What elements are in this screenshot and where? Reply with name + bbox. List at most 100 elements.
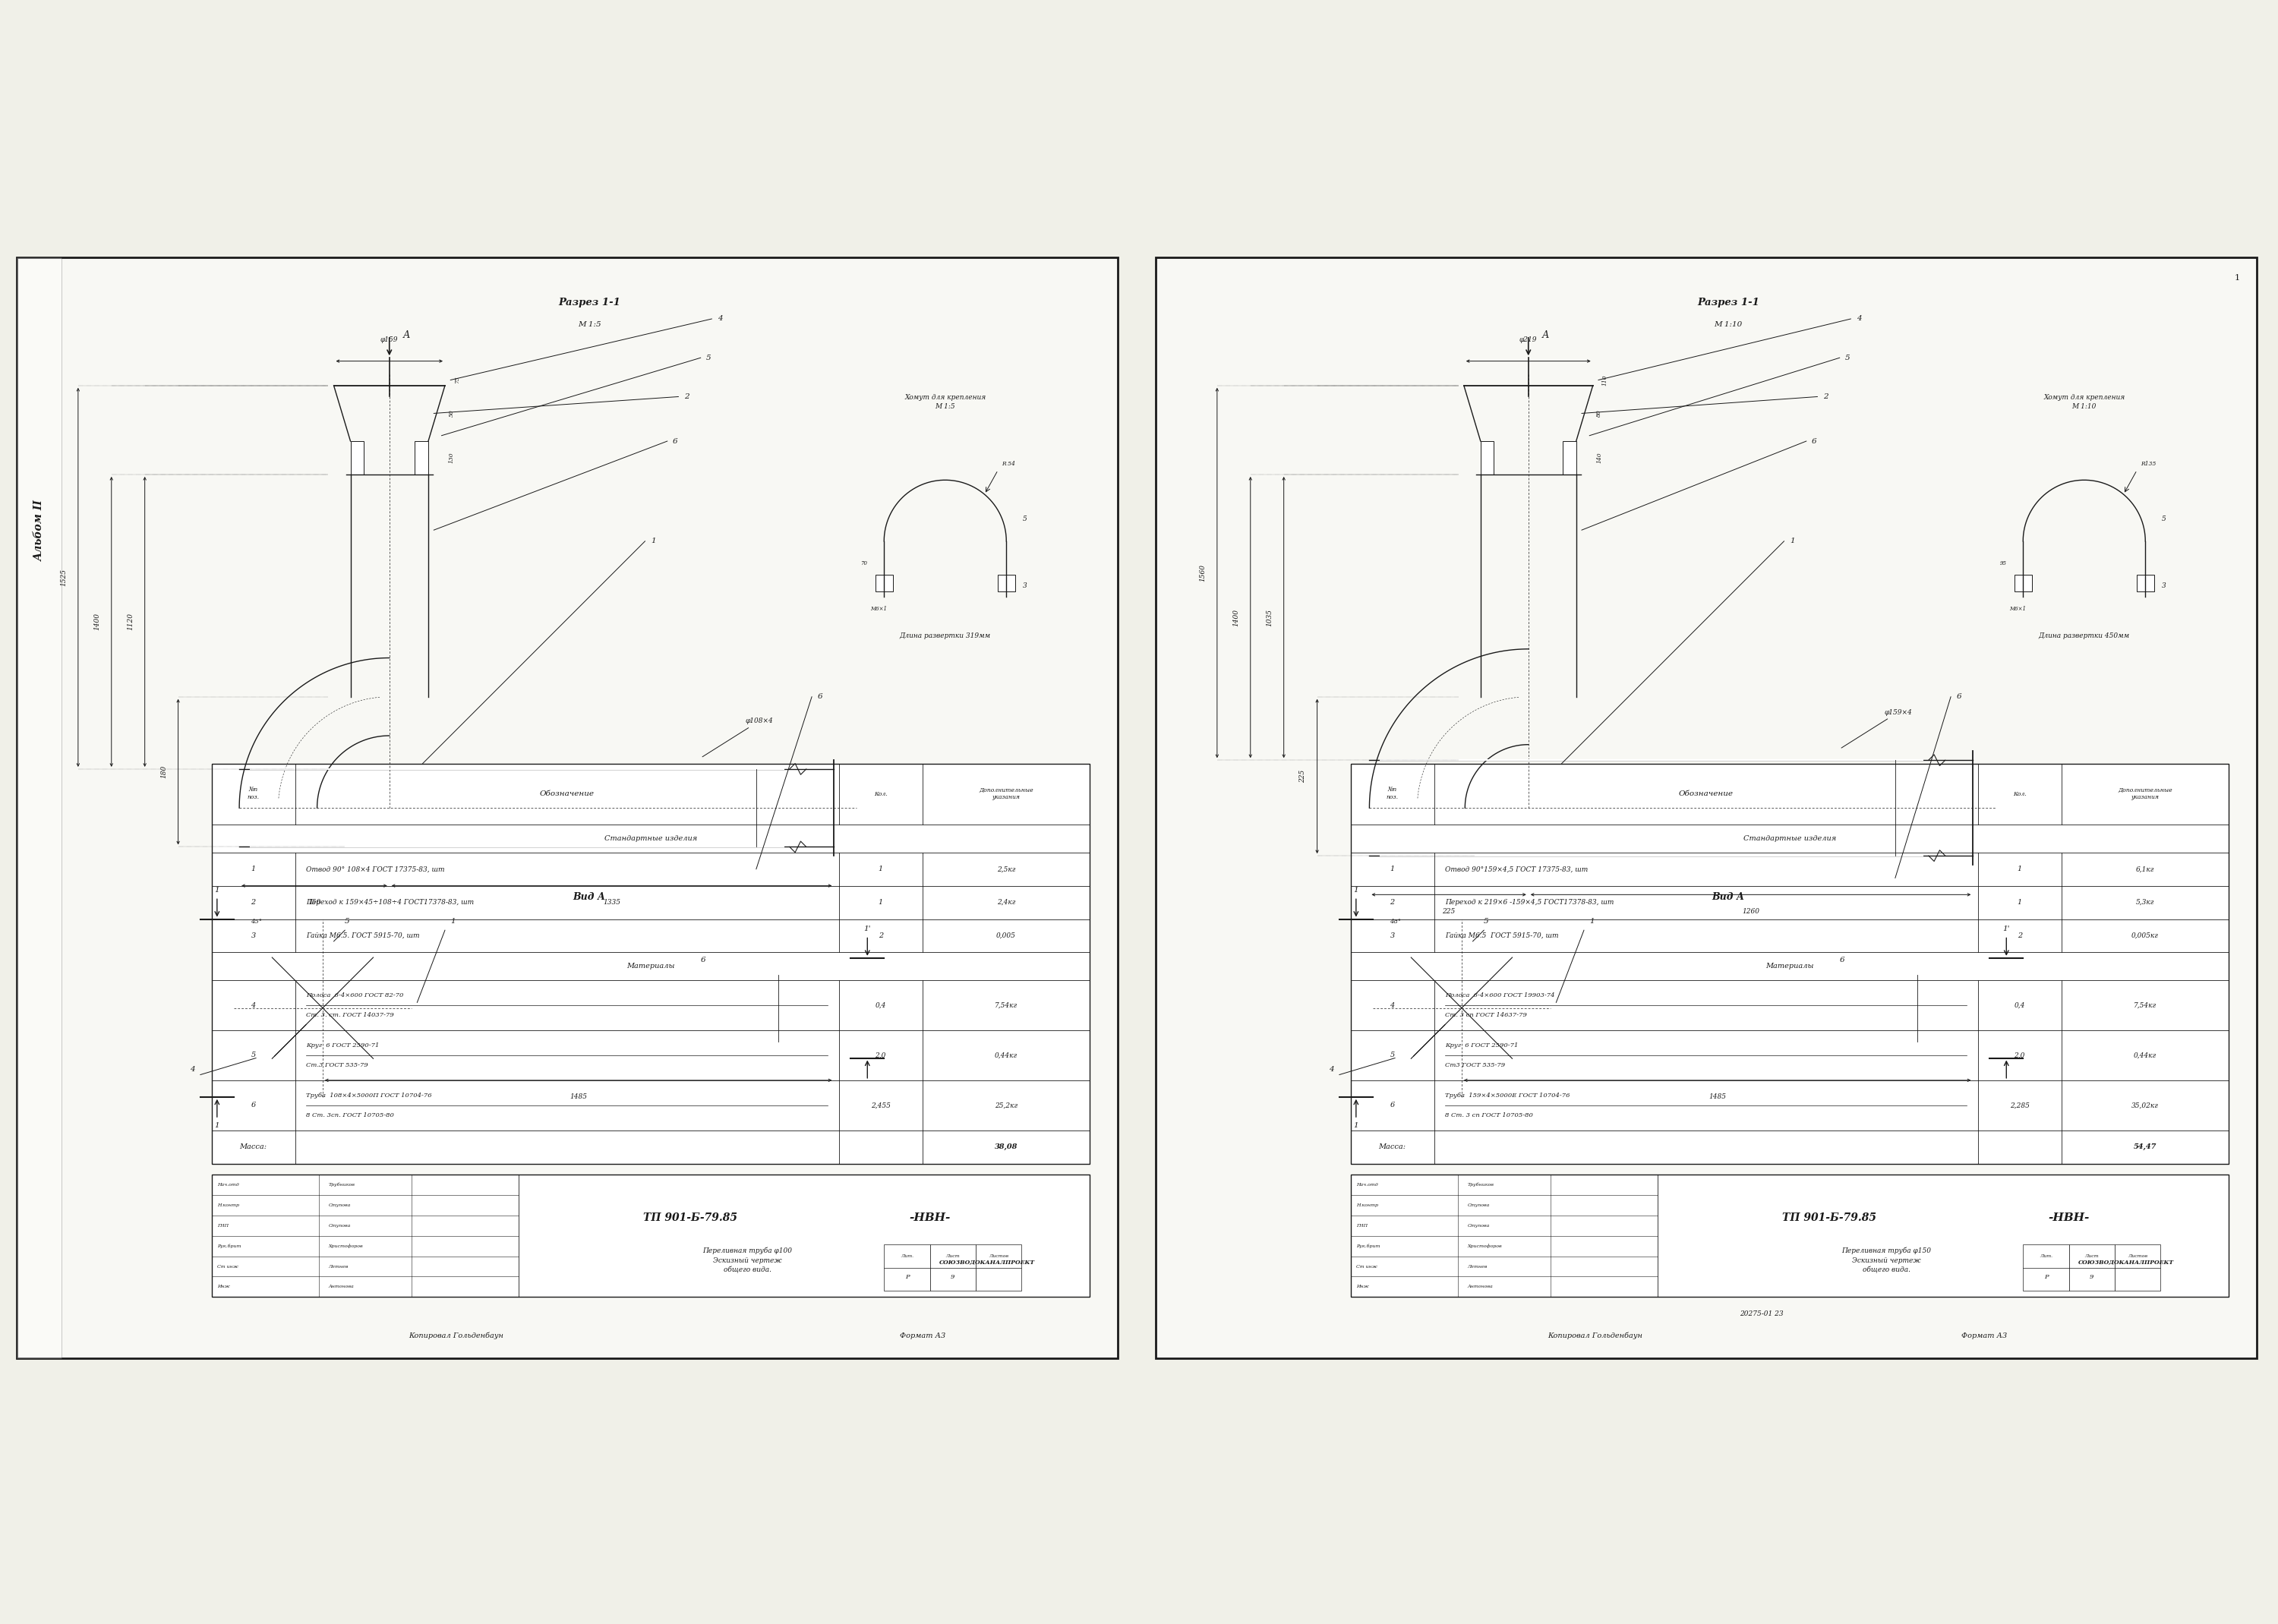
Text: ГНП: ГНП bbox=[1355, 1224, 1367, 1228]
Text: Р: Р bbox=[2043, 1273, 2048, 1280]
Text: М6×1: М6×1 bbox=[2009, 606, 2025, 612]
Text: Длина развертки 319мм: Длина развертки 319мм bbox=[900, 632, 991, 640]
Text: 6: 6 bbox=[1390, 1101, 1394, 1109]
Text: Стандартные изделия: Стандартные изделия bbox=[604, 835, 697, 841]
Text: 150: 150 bbox=[308, 900, 321, 906]
Text: М6×1: М6×1 bbox=[870, 606, 886, 612]
Text: Вид А: Вид А bbox=[574, 892, 606, 901]
Text: 7,54кг: 7,54кг bbox=[2134, 1002, 2157, 1009]
Text: 20275-01 23: 20275-01 23 bbox=[1740, 1311, 1784, 1317]
Text: Круг  6 ГОСТ 2590-71: Круг 6 ГОСТ 2590-71 bbox=[1444, 1043, 1519, 1049]
Text: R135: R135 bbox=[2141, 461, 2155, 466]
Text: 6: 6 bbox=[672, 438, 679, 445]
Text: 130: 130 bbox=[449, 451, 453, 463]
Text: φ159×4: φ159×4 bbox=[1841, 708, 1911, 749]
Text: 2,455: 2,455 bbox=[870, 1101, 891, 1109]
Text: 6,1кг: 6,1кг bbox=[2137, 866, 2155, 872]
Bar bbox=[415, 442, 428, 474]
Text: 0,4: 0,4 bbox=[2014, 1002, 2025, 1009]
Text: Ст инж: Ст инж bbox=[216, 1265, 239, 1268]
Text: Масса:: Масса: bbox=[239, 1143, 267, 1150]
Text: 225: 225 bbox=[1298, 770, 1305, 783]
Bar bbox=[929, 1244, 975, 1291]
Bar bbox=[875, 575, 893, 591]
Text: 2: 2 bbox=[1390, 900, 1394, 906]
Text: Гайка М6.5. ГОСТ 5915-70, шт: Гайка М6.5. ГОСТ 5915-70, шт bbox=[305, 932, 419, 939]
Text: Круг  6 ГОСТ 2590-71: Круг 6 ГОСТ 2590-71 bbox=[305, 1043, 380, 1049]
Text: Ступова: Ступова bbox=[1467, 1203, 1490, 1207]
Text: 1485: 1485 bbox=[570, 1093, 588, 1101]
Text: 4: 4 bbox=[189, 1065, 196, 1072]
Text: Ст. 3. ст. ГОСТ 14037-79: Ст. 3. ст. ГОСТ 14037-79 bbox=[305, 1012, 394, 1018]
Text: 140: 140 bbox=[1597, 451, 1601, 463]
Bar bbox=[2137, 575, 2155, 591]
Text: ГНП: ГНП bbox=[216, 1224, 228, 1228]
Text: М 1:5: М 1:5 bbox=[579, 322, 601, 328]
Text: Материалы: Материалы bbox=[1765, 963, 1813, 970]
Text: ТП 901-Б-79.85: ТП 901-Б-79.85 bbox=[642, 1212, 738, 1223]
Text: Труба  159×4×5000Е ГОСТ 10704-76: Труба 159×4×5000Е ГОСТ 10704-76 bbox=[1444, 1093, 1570, 1098]
Bar bbox=[394, 974, 834, 1041]
Text: 1525: 1525 bbox=[59, 568, 66, 586]
Text: 1: 1 bbox=[1353, 1122, 1358, 1129]
Text: Антонова: Антонова bbox=[328, 1285, 353, 1289]
Text: Разрез 1-1: Разрез 1-1 bbox=[558, 297, 620, 307]
Text: 1: 1 bbox=[1590, 918, 1595, 924]
Bar bbox=[212, 763, 1089, 1164]
Bar bbox=[1351, 763, 2228, 1164]
Text: Отвод 90°159×4,5 ГОСТ 17375-83, шт: Отвод 90°159×4,5 ГОСТ 17375-83, шт bbox=[1444, 866, 1588, 872]
Text: Ст инж: Ст инж bbox=[1355, 1265, 1378, 1268]
Text: 1: 1 bbox=[2018, 866, 2023, 872]
Text: 70: 70 bbox=[861, 560, 868, 567]
Text: 2: 2 bbox=[1822, 393, 1827, 400]
Bar bbox=[1533, 974, 1973, 1041]
Bar bbox=[428, 984, 768, 1033]
Text: Копировал Гольденбаун: Копировал Гольденбаун bbox=[1547, 1332, 1642, 1340]
Text: Антонова: Антонова bbox=[1467, 1285, 1492, 1289]
Text: Длина развертки 450мм: Длина развертки 450мм bbox=[2039, 632, 2130, 640]
Bar bbox=[1481, 442, 1494, 474]
Text: 54,47: 54,47 bbox=[2134, 1143, 2157, 1150]
Text: 4: 4 bbox=[718, 315, 722, 322]
Text: Инж: Инж bbox=[216, 1285, 230, 1289]
Text: Летнев: Летнев bbox=[1467, 1265, 1488, 1268]
Text: Кол.: Кол. bbox=[2014, 791, 2027, 797]
Text: Дополнительные
указания: Дополнительные указания bbox=[980, 788, 1034, 801]
Text: 0,005: 0,005 bbox=[995, 932, 1016, 939]
Text: 5: 5 bbox=[344, 918, 351, 924]
Bar bbox=[2014, 575, 2032, 591]
Text: 1: 1 bbox=[1353, 887, 1358, 893]
Bar bbox=[351, 442, 364, 474]
Text: Листов: Листов bbox=[2128, 1254, 2148, 1259]
Text: 180: 180 bbox=[159, 765, 166, 778]
Text: Кол.: Кол. bbox=[875, 791, 888, 797]
Text: 2,0: 2,0 bbox=[875, 1052, 886, 1059]
Bar bbox=[975, 1244, 1021, 1291]
Text: Полоса  6-4×600 ГОСТ 82-70: Полоса 6-4×600 ГОСТ 82-70 bbox=[305, 992, 403, 999]
Text: Р: Р bbox=[904, 1273, 909, 1280]
Text: Полоса  6-4×600 ГОСТ 19903-74: Полоса 6-4×600 ГОСТ 19903-74 bbox=[1444, 992, 1556, 999]
Text: Отвод 90° 108×4 ГОСТ 17375-83, шт: Отвод 90° 108×4 ГОСТ 17375-83, шт bbox=[305, 866, 444, 872]
Text: СОЮЗВОДОКАНАЛПРОЕКТ: СОЮЗВОДОКАНАЛПРОЕКТ bbox=[939, 1260, 1034, 1265]
Text: 4: 4 bbox=[1390, 1002, 1394, 1009]
Text: Хомут для крепления
М 1:10: Хомут для крепления М 1:10 bbox=[2043, 395, 2125, 411]
Text: 5,3кг: 5,3кг bbox=[2137, 900, 2155, 906]
Text: φ159: φ159 bbox=[380, 336, 399, 343]
Text: 1335: 1335 bbox=[604, 900, 620, 906]
Text: 1560: 1560 bbox=[1198, 564, 1205, 581]
Bar bbox=[884, 1244, 929, 1291]
Text: 48°: 48° bbox=[1390, 919, 1401, 924]
Text: 45°: 45° bbox=[251, 919, 262, 924]
Text: Вид А: Вид А bbox=[1713, 892, 1745, 901]
Text: 3: 3 bbox=[2162, 583, 2166, 590]
Text: Копировал Гольденбаун: Копировал Гольденбаун bbox=[408, 1332, 503, 1340]
Text: 2: 2 bbox=[683, 393, 688, 400]
Text: 6: 6 bbox=[1841, 957, 1845, 963]
Text: -НВН-: -НВН- bbox=[2048, 1212, 2089, 1223]
Text: 1400: 1400 bbox=[1232, 609, 1239, 625]
Text: 1: 1 bbox=[879, 866, 884, 872]
Text: -НВН-: -НВН- bbox=[909, 1212, 950, 1223]
Text: М 1:10: М 1:10 bbox=[1715, 322, 1743, 328]
Text: 5: 5 bbox=[2162, 515, 2166, 523]
Text: 5: 5 bbox=[1023, 515, 1027, 523]
